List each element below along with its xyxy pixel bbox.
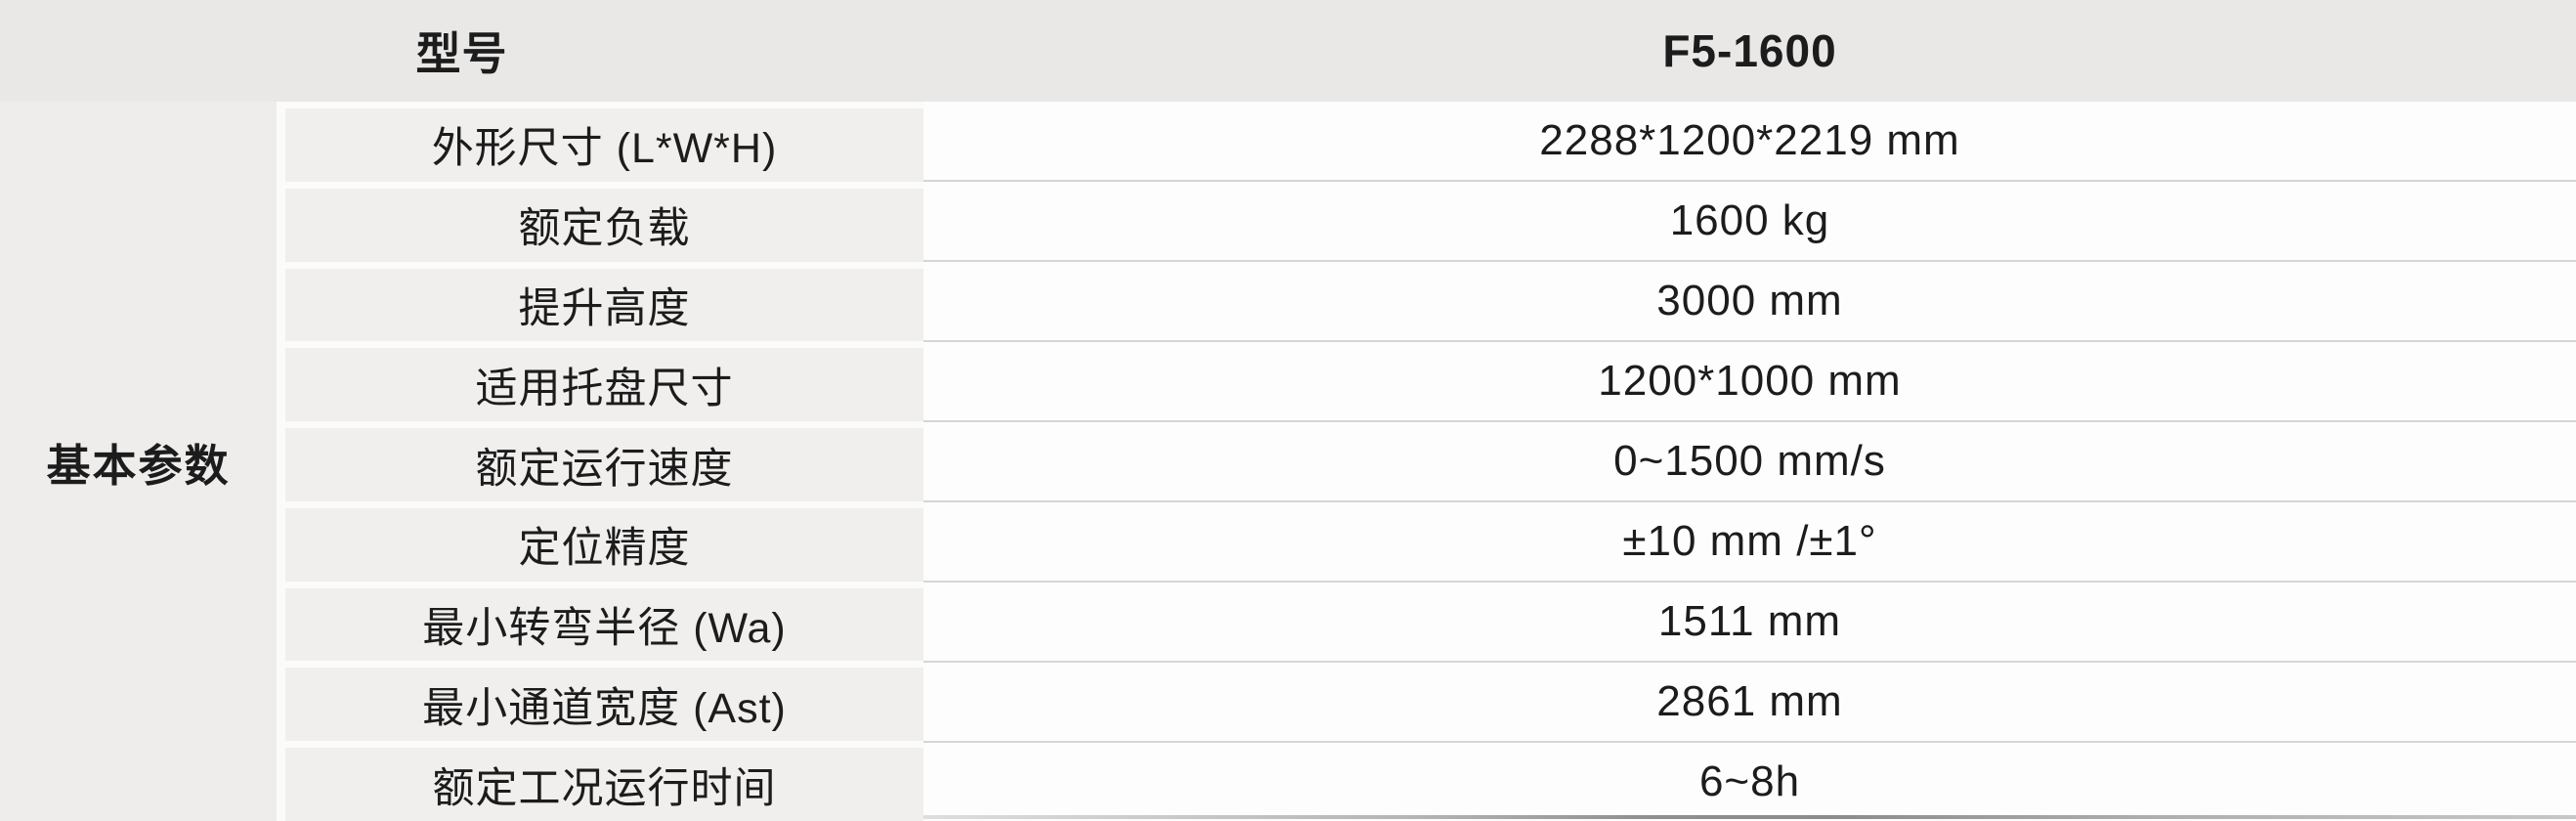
param-label: 外形尺寸 (L*W*H) [285, 108, 923, 182]
param-value: 2288*1200*2219 mm [923, 102, 2576, 182]
column-divider [277, 102, 285, 821]
table-body: 基本参数 外形尺寸 (L*W*H) 额定负载 提升高度 适用托盘尺寸 额定运行速… [0, 102, 2576, 821]
param-value-column: 2288*1200*2219 mm 1600 kg 3000 mm 1200*1… [923, 102, 2576, 821]
header-model-label: 型号 [415, 28, 508, 79]
param-value: ±10 mm /±1° [923, 502, 2576, 583]
param-value: 1511 mm [923, 583, 2576, 663]
param-label-column: 外形尺寸 (L*W*H) 额定负载 提升高度 适用托盘尺寸 额定运行速度 定位精… [285, 102, 923, 821]
header-model-value: F5-1600 [1662, 25, 1837, 76]
param-value: 0~1500 mm/s [923, 422, 2576, 502]
section-label-cell: 基本参数 [0, 102, 277, 821]
param-label: 适用托盘尺寸 [285, 348, 923, 422]
param-label: 额定工况运行时间 [285, 748, 923, 821]
param-label: 最小转弯半径 (Wa) [285, 587, 923, 662]
section-label: 基本参数 [46, 440, 231, 491]
param-label: 额定负载 [285, 188, 923, 262]
param-value: 6~8h [923, 743, 2576, 821]
header-row: 型号 F5-1600 [0, 0, 2576, 102]
bottom-border-line [923, 815, 2576, 819]
param-label: 定位精度 [285, 507, 923, 582]
param-value: 2861 mm [923, 663, 2576, 743]
param-label: 最小通道宽度 (Ast) [285, 668, 923, 742]
param-value: 3000 mm [923, 262, 2576, 342]
param-label: 额定运行速度 [285, 428, 923, 501]
param-value: 1600 kg [923, 182, 2576, 262]
param-value: 1200*1000 mm [923, 342, 2576, 422]
param-label: 提升高度 [285, 268, 923, 342]
